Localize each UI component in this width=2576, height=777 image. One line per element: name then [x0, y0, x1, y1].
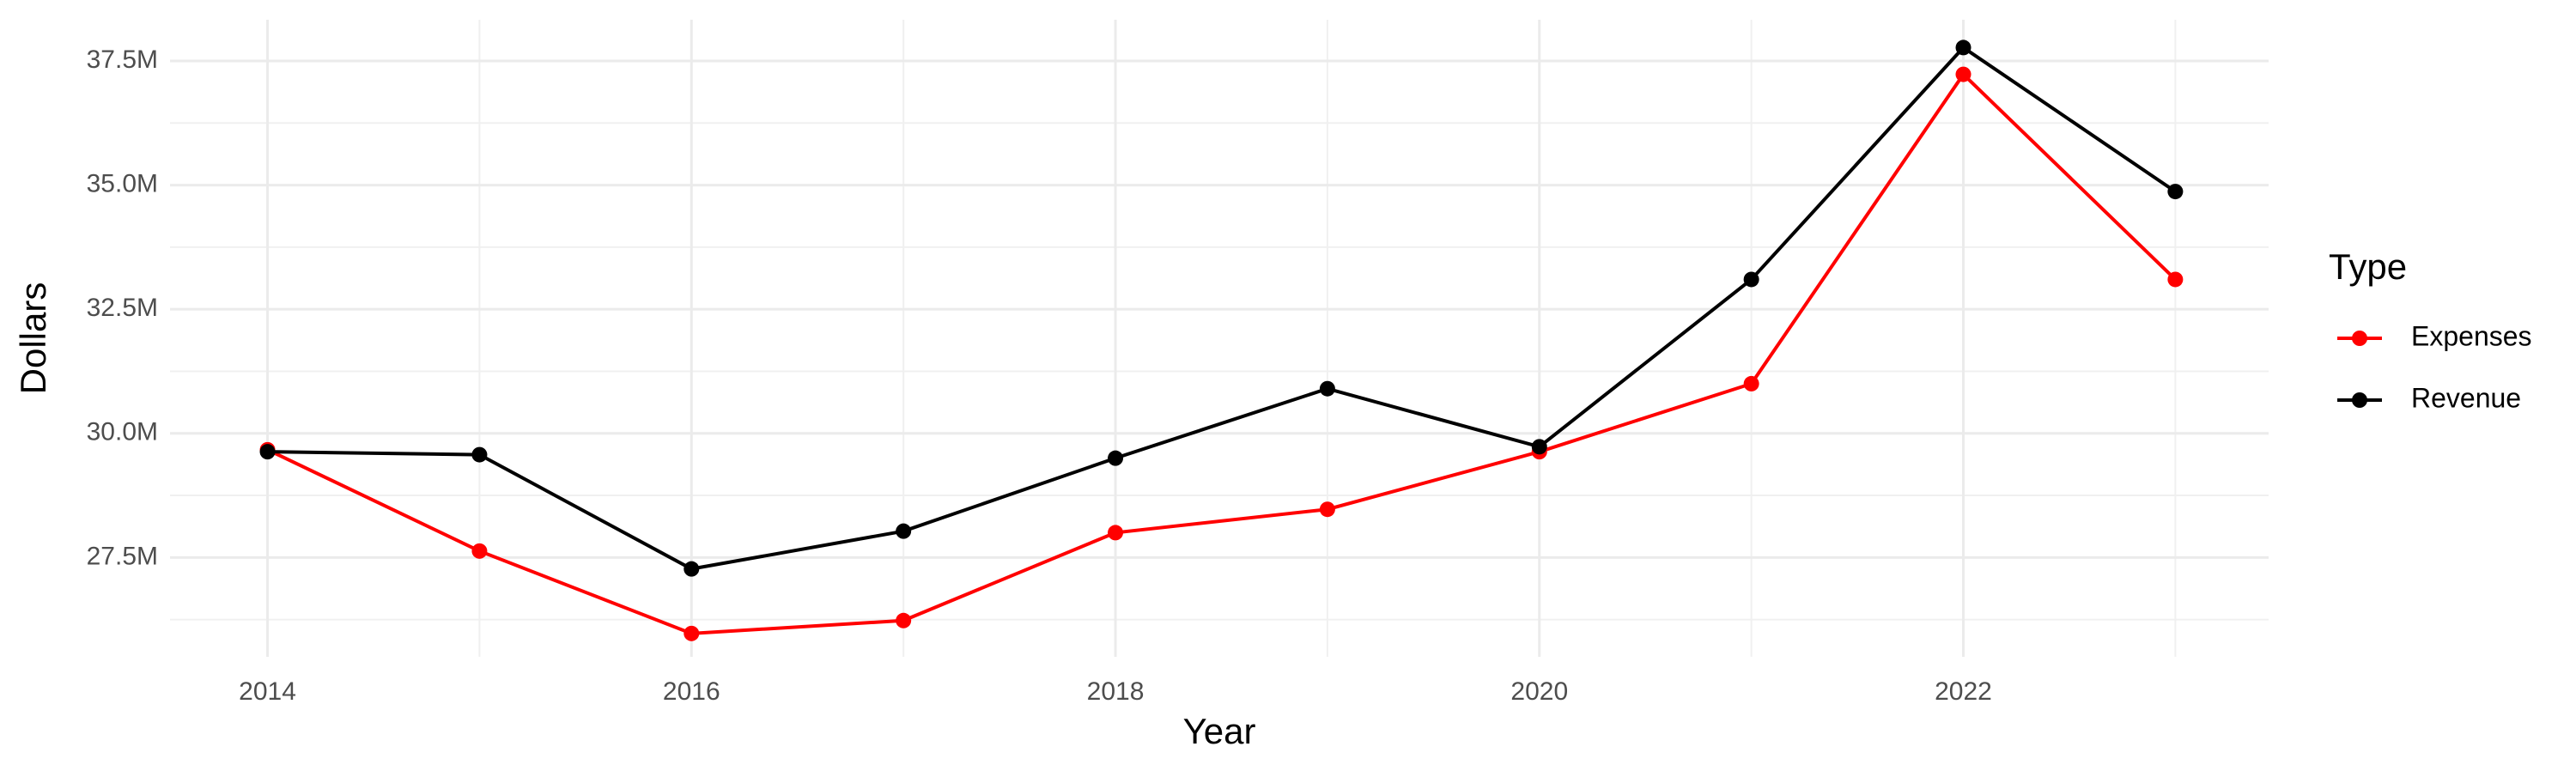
x-tick-label: 2022 — [1935, 677, 1992, 706]
data-point — [1743, 375, 1759, 392]
x-tick-label: 2016 — [663, 677, 720, 706]
data-point — [1319, 501, 1335, 518]
data-point — [471, 543, 488, 559]
legend-label: Revenue — [2411, 382, 2521, 413]
data-point — [2167, 271, 2184, 288]
series-line — [266, 71, 2177, 635]
x-tick-label: 2020 — [1510, 677, 1568, 706]
data-point — [683, 625, 700, 641]
data-point — [1743, 271, 1759, 288]
data-point — [2167, 184, 2184, 200]
x-tick-label: 2018 — [1087, 677, 1145, 706]
data-point — [1108, 450, 1124, 466]
legend-marker — [2352, 331, 2367, 346]
data-point — [896, 523, 912, 539]
series-line — [267, 45, 2177, 571]
legend-title: Type — [2329, 246, 2407, 287]
legend-marker — [2352, 392, 2367, 408]
data-point — [1319, 380, 1335, 397]
data-point — [1955, 39, 1971, 56]
data-point — [259, 444, 276, 460]
x-tick-label: 2014 — [239, 677, 296, 706]
data-point — [896, 612, 912, 628]
y-tick-label: 35.0M — [87, 170, 158, 198]
y-tick-label: 37.5M — [87, 46, 158, 74]
y-axis-title: Dollars — [13, 282, 53, 395]
y-tick-label: 32.5M — [87, 294, 158, 322]
data-point — [1531, 439, 1547, 455]
x-axis-title: Year — [1183, 711, 1256, 751]
data-point — [1108, 525, 1124, 541]
legend-label: Expenses — [2411, 320, 2532, 351]
y-tick-label: 27.5M — [87, 542, 158, 570]
data-point — [1955, 66, 1971, 82]
y-tick-label: 30.0M — [87, 418, 158, 446]
data-point — [471, 446, 488, 463]
data-point — [683, 561, 700, 577]
